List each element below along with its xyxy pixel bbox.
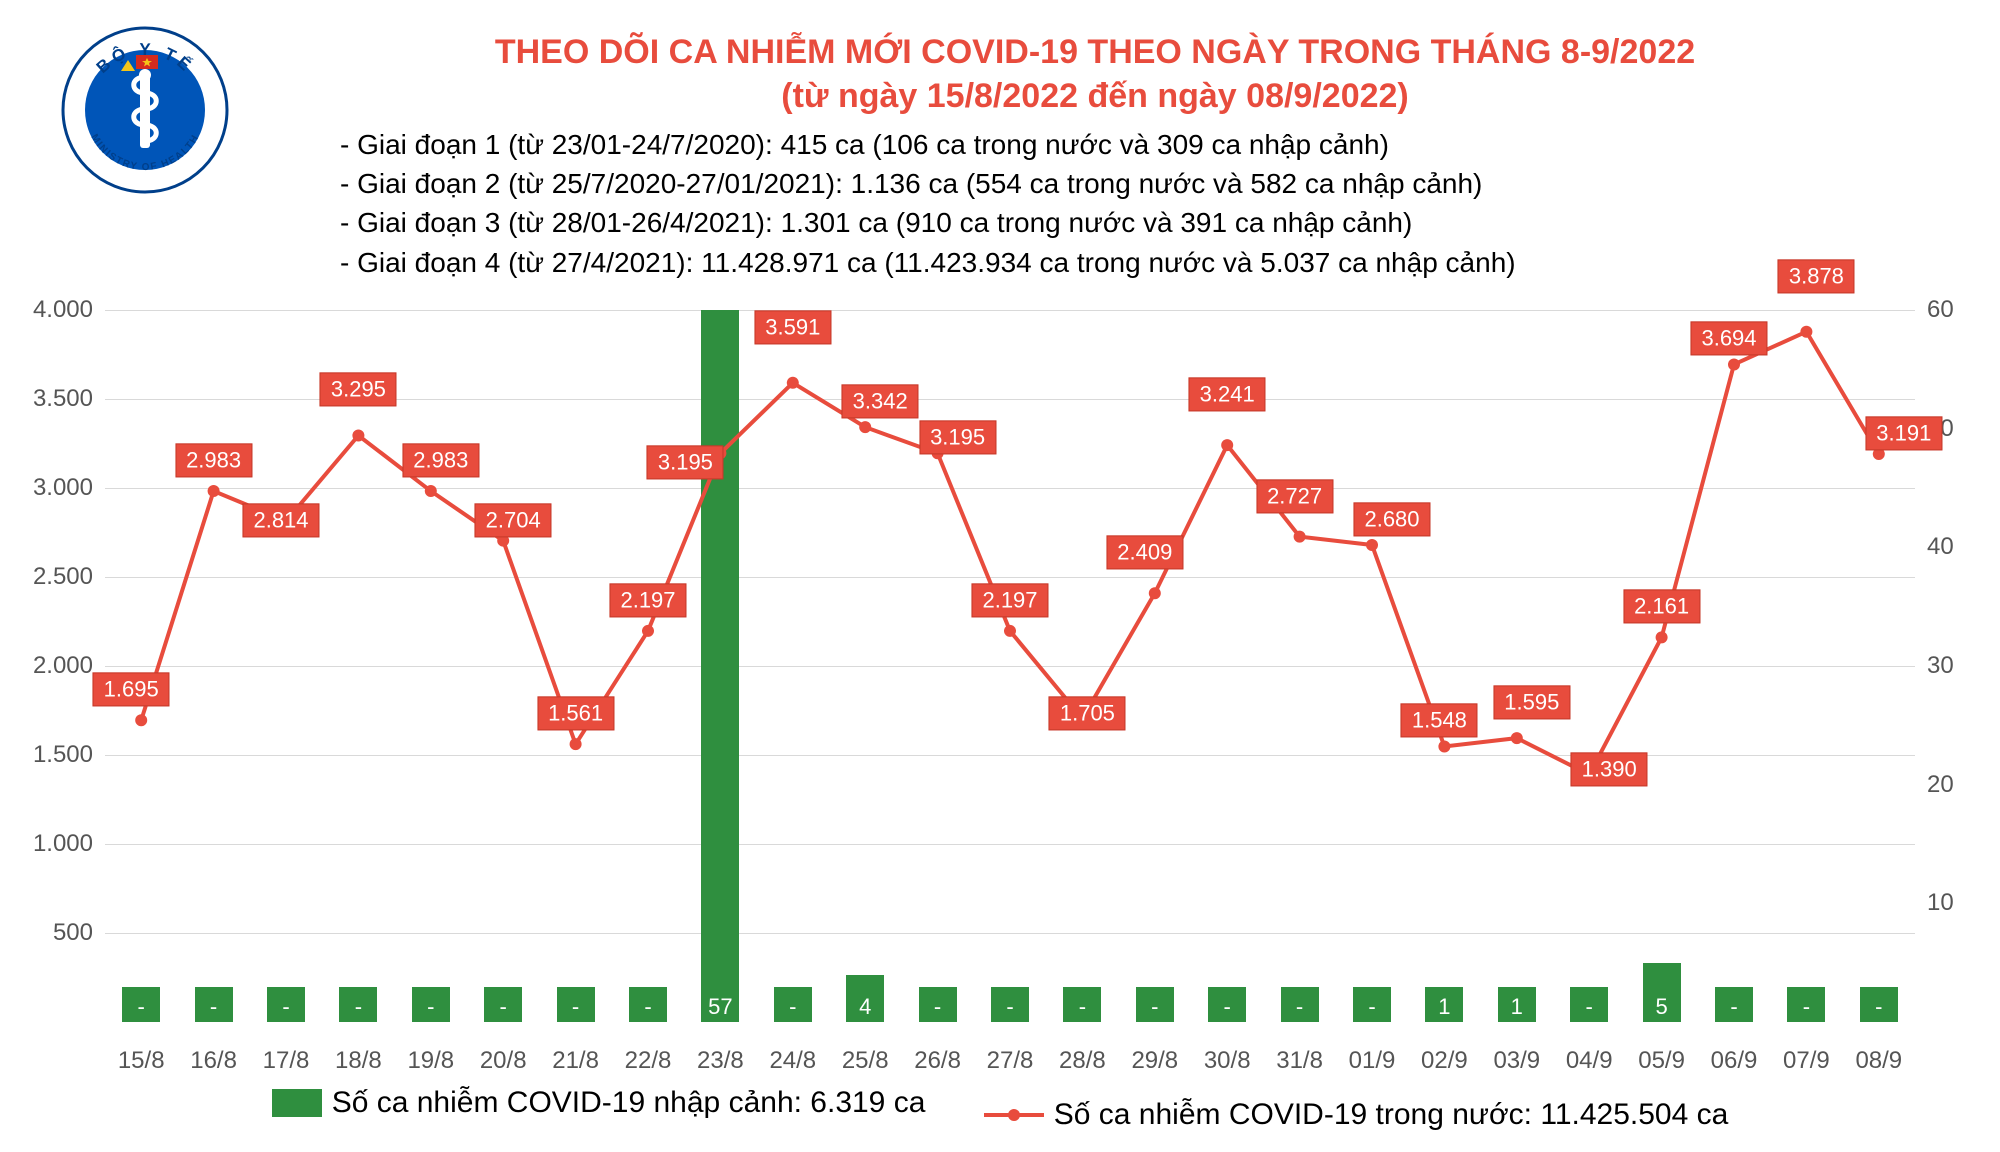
x-tick: 15/8 <box>118 1047 165 1075</box>
line-data-label: 2.727 <box>1256 479 1333 513</box>
y-left-tick: 4.000 <box>33 296 93 324</box>
line-data-label: 1.561 <box>537 697 614 731</box>
line-data-label: 2.704 <box>475 503 552 537</box>
phase-4: - Giai đoạn 4 (từ 27/4/2021): 11.428.971… <box>340 243 1940 282</box>
x-tick: 28/8 <box>1059 1047 1106 1075</box>
ministry-logo: BỘ Y TẾ MINISTRY OF HEALTH <box>60 25 230 195</box>
line-data-label: 2.197 <box>971 583 1048 617</box>
line-data-label: 2.983 <box>175 443 252 477</box>
y-right-tick: 10 <box>1927 889 1954 917</box>
x-tick: 22/8 <box>625 1047 672 1075</box>
x-tick: 27/8 <box>987 1047 1034 1075</box>
chart-title: THEO DÕI CA NHIỄM MỚI COVID-19 THEO NGÀY… <box>250 30 1940 118</box>
line-data-label: 1.390 <box>1571 752 1648 786</box>
line-data-label: 1.705 <box>1049 696 1126 730</box>
x-tick: 29/8 <box>1131 1047 1178 1075</box>
y-left-tick: 2.000 <box>33 652 93 680</box>
legend-bar-swatch <box>272 1089 322 1117</box>
legend: Số ca nhiễm COVID-19 nhập cảnh: 6.319 ca… <box>0 1086 2000 1132</box>
title-line-2: (từ ngày 15/8/2022 đến ngày 08/9/2022) <box>250 74 1940 118</box>
legend-bar: Số ca nhiễm COVID-19 nhập cảnh: 6.319 ca <box>272 1086 926 1120</box>
x-tick: 18/8 <box>335 1047 382 1075</box>
line-data-label: 3.195 <box>647 446 724 480</box>
x-tick: 26/8 <box>914 1047 961 1075</box>
line-data-label: 3.342 <box>842 385 919 419</box>
line-data-label: 3.295 <box>320 373 397 407</box>
x-tick: 24/8 <box>769 1047 816 1075</box>
line-data-label: 2.197 <box>609 583 686 617</box>
line-series <box>105 310 1915 1022</box>
x-tick: 01/9 <box>1349 1047 1396 1075</box>
y-right-tick: 30 <box>1927 652 1954 680</box>
y-right-tick: 60 <box>1927 296 1954 324</box>
title-line-1: THEO DÕI CA NHIỄM MỚI COVID-19 THEO NGÀY… <box>250 30 1940 74</box>
line-data-label: 3.591 <box>754 310 831 344</box>
line-data-label: 3.241 <box>1189 377 1266 411</box>
y-left-tick: 3.000 <box>33 474 93 502</box>
plot-area: 5001.0001.5002.0002.5003.0003.5004.00010… <box>105 310 1915 1022</box>
chart-container: BỘ Y TẾ MINISTRY OF HEALTH THEO DÕI CA N… <box>0 0 2000 1152</box>
x-tick: 04/9 <box>1566 1047 1613 1075</box>
line-data-label: 3.191 <box>1865 416 1942 450</box>
y-right-tick: 20 <box>1927 771 1954 799</box>
x-tick: 08/9 <box>1855 1047 1902 1075</box>
x-tick: 07/9 <box>1783 1047 1830 1075</box>
x-tick: 05/9 <box>1638 1047 1685 1075</box>
y-left-tick: 3.500 <box>33 385 93 413</box>
x-tick: 21/8 <box>552 1047 599 1075</box>
line-data-label: 2.161 <box>1623 590 1700 624</box>
legend-line-label: Số ca nhiễm COVID-19 trong nước: 11.425.… <box>1054 1098 1729 1132</box>
phase-1: - Giai đoạn 1 (từ 23/01-24/7/2020): 415 … <box>340 125 1940 164</box>
y-left-tick: 500 <box>53 919 93 947</box>
x-tick: 25/8 <box>842 1047 889 1075</box>
x-tick: 16/8 <box>190 1047 237 1075</box>
x-tick: 17/8 <box>263 1047 310 1075</box>
x-tick: 31/8 <box>1276 1047 1323 1075</box>
line-data-label: 1.595 <box>1493 685 1570 719</box>
x-tick: 06/9 <box>1711 1047 1758 1075</box>
y-left-tick: 1.000 <box>33 830 93 858</box>
phase-summary: - Giai đoạn 1 (từ 23/01-24/7/2020): 415 … <box>340 125 1940 282</box>
line-data-label: 1.548 <box>1401 704 1478 738</box>
x-tick: 19/8 <box>407 1047 454 1075</box>
legend-line: Số ca nhiễm COVID-19 trong nước: 11.425.… <box>984 1098 1729 1132</box>
line-data-label: 3.878 <box>1778 259 1855 293</box>
phase-3: - Giai đoạn 3 (từ 28/01-26/4/2021): 1.30… <box>340 203 1940 242</box>
line-data-label: 2.983 <box>402 443 479 477</box>
line-data-label: 1.695 <box>93 673 170 707</box>
x-tick: 23/8 <box>697 1047 744 1075</box>
phase-2: - Giai đoạn 2 (từ 25/7/2020-27/01/2021):… <box>340 164 1940 203</box>
line-data-label: 2.680 <box>1353 502 1430 536</box>
y-left-tick: 2.500 <box>33 563 93 591</box>
x-tick: 20/8 <box>480 1047 527 1075</box>
legend-bar-label: Số ca nhiễm COVID-19 nhập cảnh: 6.319 ca <box>332 1086 926 1120</box>
y-right-tick: 40 <box>1927 533 1954 561</box>
line-data-label: 3.195 <box>919 421 996 455</box>
line-data-label: 2.814 <box>242 503 319 537</box>
legend-line-swatch <box>984 1113 1044 1117</box>
x-tick: 03/9 <box>1493 1047 1540 1075</box>
line-data-label: 2.409 <box>1106 536 1183 570</box>
x-tick: 02/9 <box>1421 1047 1468 1075</box>
y-left-tick: 1.500 <box>33 741 93 769</box>
x-tick: 30/8 <box>1204 1047 1251 1075</box>
line-data-label: 3.694 <box>1690 322 1767 356</box>
